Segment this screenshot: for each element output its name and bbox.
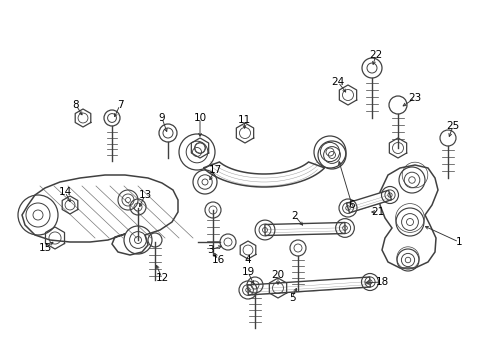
Text: 2: 2 xyxy=(292,211,298,221)
Text: 15: 15 xyxy=(38,243,51,253)
Text: 25: 25 xyxy=(446,121,460,131)
Polygon shape xyxy=(247,277,370,295)
Text: 11: 11 xyxy=(237,115,250,125)
Text: 19: 19 xyxy=(242,267,255,277)
Text: 1: 1 xyxy=(456,237,462,247)
Text: 14: 14 xyxy=(58,187,72,197)
Text: 9: 9 xyxy=(159,113,165,123)
Text: 23: 23 xyxy=(408,93,421,103)
Polygon shape xyxy=(22,175,178,255)
Text: 5: 5 xyxy=(289,293,295,303)
Text: 24: 24 xyxy=(331,77,344,87)
Text: 7: 7 xyxy=(117,100,123,110)
Text: 20: 20 xyxy=(271,270,285,280)
Text: 22: 22 xyxy=(369,50,383,60)
Text: 6: 6 xyxy=(349,200,355,210)
Text: 8: 8 xyxy=(73,100,79,110)
Text: 3: 3 xyxy=(207,245,213,255)
Polygon shape xyxy=(380,165,438,268)
Text: 12: 12 xyxy=(155,273,169,283)
Text: 16: 16 xyxy=(211,255,224,265)
Text: 21: 21 xyxy=(371,207,385,217)
Polygon shape xyxy=(346,190,392,213)
Polygon shape xyxy=(203,162,324,187)
Polygon shape xyxy=(265,222,345,235)
Text: 18: 18 xyxy=(375,277,389,287)
Text: 4: 4 xyxy=(245,255,251,265)
Text: 17: 17 xyxy=(208,165,221,175)
Text: 10: 10 xyxy=(194,113,207,123)
Text: 13: 13 xyxy=(138,190,151,200)
